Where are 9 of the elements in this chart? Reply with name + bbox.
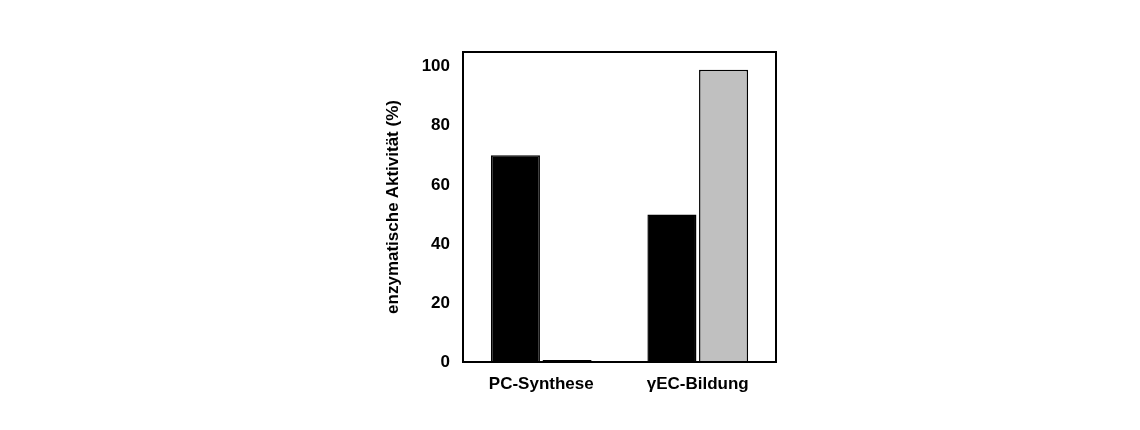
y-tick-label: 100: [421, 56, 450, 76]
y-tick-label: 20: [431, 292, 450, 312]
y-tick-label: 80: [431, 115, 450, 135]
y-axis-title: enzymatische Aktivität (%): [382, 100, 402, 314]
y-tick-label: 0: [440, 351, 450, 371]
x-tick-label: γEC-Bildung: [646, 373, 749, 393]
y-tick-label: 40: [431, 233, 450, 253]
x-tick-label: PC-Synthese: [488, 373, 594, 393]
y-tick-label: 60: [431, 174, 450, 194]
